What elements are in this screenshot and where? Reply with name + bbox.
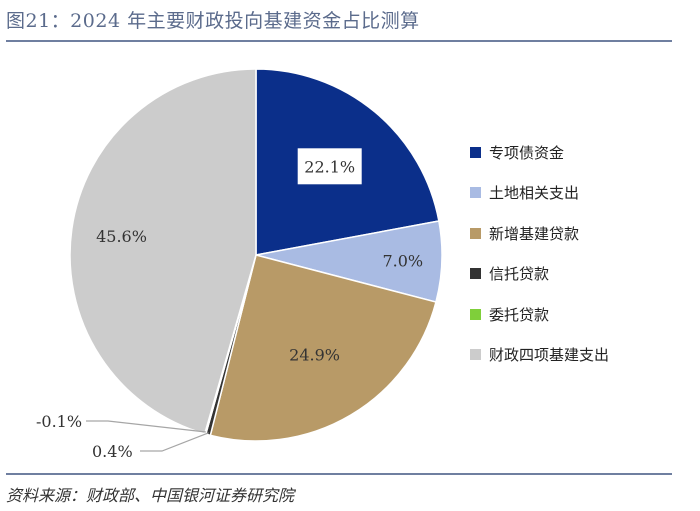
data-label-1: 7.0% [382,251,423,270]
legend-label-3: 信托贷款 [489,265,550,283]
data-label-2: 24.9% [289,345,340,364]
pie-slice-5 [69,68,257,435]
legend-swatch-2 [470,227,481,239]
chart-legend: 专项债资金土地相关支出 新增基建贷款 信托贷款委托贷款财政四项基建支出 [470,142,609,385]
legend-item-4: 委托贷款 [470,304,609,324]
data-label-box-0 [297,148,362,185]
chart-title: 图21：2024 年主要财政投向基建资金占比测算 [6,10,420,32]
legend-label-4: 委托贷款 [489,305,550,324]
legend-label-1: 土地相关支出 [489,184,580,202]
legend-item-1: 土地相关支出 [470,183,609,203]
legend-label-5: 财政四项基建支出 [489,346,610,364]
source-note: 资料来源：财政部、中国银河证券研究院 [6,486,295,505]
legend-swatch-5 [470,349,481,360]
data-label-4: -0.1% [36,412,82,431]
title-divider [6,40,672,42]
legend-item-0: 专项债资金 [470,142,609,162]
data-label-0: 22.1% [304,157,355,176]
source-divider [6,473,672,475]
pie-slice-2 [209,254,437,442]
legend-label-2: 新增基建贷款 [489,224,580,243]
legend-swatch-0 [470,146,481,158]
data-label-3: 0.4% [92,442,133,461]
legend-swatch-1 [470,187,481,198]
legend-swatch-3 [470,268,481,279]
legend-item-3: 信托贷款 [470,264,609,284]
leader-line-4 [86,420,206,433]
legend-label-0: 专项债资金 [489,143,565,162]
legend-swatch-4 [470,308,481,320]
legend-item-2: 新增基建贷款 [470,223,609,243]
legend-item-5: 财政四项基建支出 [470,345,609,365]
data-label-5: 45.6% [96,227,147,246]
leader-line-3 [140,432,209,452]
